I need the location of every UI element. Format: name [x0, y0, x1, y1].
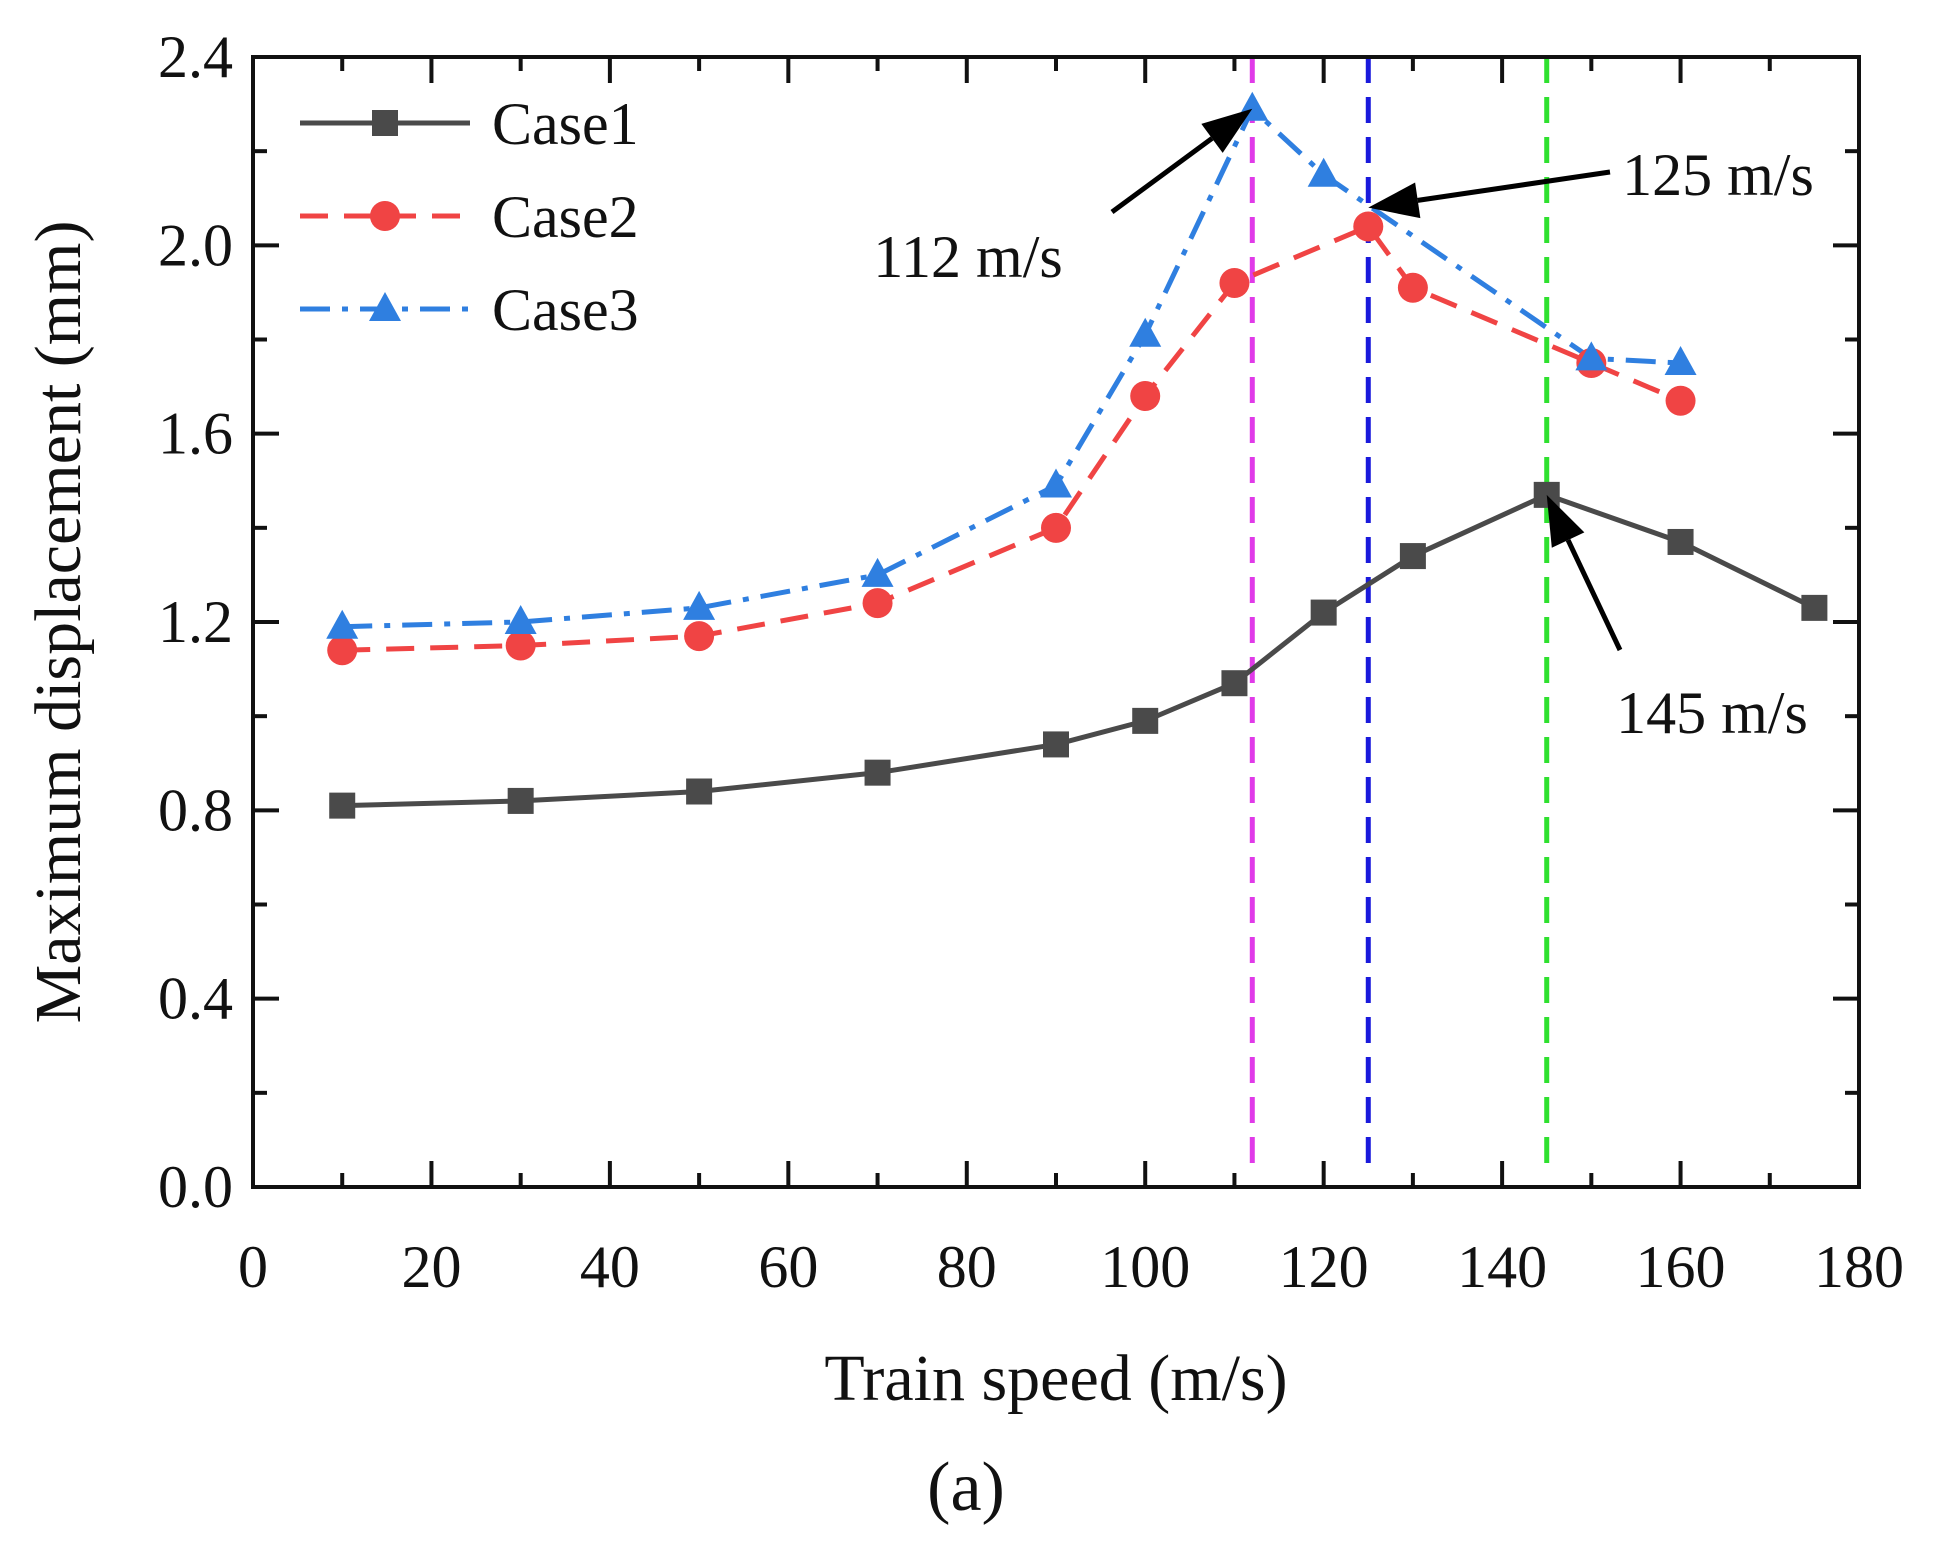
data-point-case2 — [1665, 385, 1696, 416]
legend-marker-case3 — [369, 292, 401, 321]
x-tick-label: 140 — [1457, 1234, 1547, 1300]
data-point-case3 — [1307, 157, 1340, 187]
data-point-case1 — [1043, 731, 1069, 758]
data-point-case2 — [1353, 211, 1384, 242]
x-axis-title: Train speed (m/s) — [824, 1342, 1287, 1415]
x-tick-label: 100 — [1100, 1234, 1190, 1300]
legend-label-case2: Case2 — [492, 184, 639, 250]
annotation-arrowhead — [1201, 108, 1253, 153]
data-point-case2 — [862, 588, 893, 619]
x-tick-label: 0 — [238, 1234, 268, 1300]
annotation-arrowhead — [1546, 494, 1585, 548]
data-point-case3 — [1040, 468, 1072, 498]
x-tick-label: 80 — [937, 1234, 997, 1300]
data-point-case2 — [327, 635, 358, 666]
annotation-arrow-line — [1417, 169, 1611, 203]
data-point-case3 — [683, 590, 716, 620]
data-point-case1 — [1399, 543, 1426, 570]
data-point-case2 — [684, 621, 715, 652]
data-point-case3 — [1664, 346, 1697, 376]
series-line-case1 — [342, 492, 1816, 809]
y-tick-label: 0.0 — [158, 1154, 233, 1220]
legend-label-case1: Case1 — [492, 91, 639, 157]
legend-label-case3: Case3 — [492, 277, 639, 343]
x-tick-label: 40 — [580, 1234, 640, 1300]
legend-marker-case1 — [372, 110, 398, 136]
data-point-case1 — [864, 759, 891, 786]
legend-marker-case2 — [370, 201, 400, 231]
data-point-case1 — [1221, 670, 1248, 697]
data-point-case2 — [505, 630, 536, 661]
data-point-case1 — [1667, 528, 1694, 555]
data-point-case1 — [507, 787, 534, 814]
x-tick-label: 160 — [1636, 1234, 1726, 1300]
panel-label: (a) — [927, 1449, 1005, 1526]
y-tick-label: 1.6 — [158, 401, 233, 467]
data-point-case1 — [329, 792, 356, 819]
series-markers — [326, 91, 1828, 819]
x-tick-label: 60 — [758, 1234, 818, 1300]
x-tick-label: 20 — [401, 1234, 461, 1300]
annotation-arrowhead — [1368, 182, 1421, 219]
annotation-label: 145 m/s — [1616, 680, 1808, 746]
x-tick-label: 120 — [1279, 1234, 1369, 1300]
data-point-case2 — [1397, 272, 1428, 303]
annotation-arrow-line — [1565, 539, 1623, 652]
annotation-label: 112 m/s — [873, 224, 1062, 290]
y-tick-label: 2.4 — [158, 24, 233, 90]
legend: Case1 Case2 Case3 — [300, 91, 639, 343]
data-point-case3 — [326, 609, 359, 639]
data-point-case3 — [861, 557, 894, 587]
x-tick-label: 180 — [1814, 1234, 1904, 1300]
y-tick-label: 0.8 — [158, 777, 233, 843]
data-point-case3 — [1575, 341, 1608, 371]
data-point-case2 — [1041, 512, 1071, 543]
reference-lines — [1249, 57, 1550, 1163]
y-tick-label: 1.2 — [158, 589, 233, 655]
data-point-case1 — [1310, 599, 1337, 626]
data-point-case1 — [686, 778, 713, 805]
data-point-case1 — [1132, 707, 1159, 734]
data-point-case2 — [1219, 268, 1250, 298]
data-point-case2 — [1130, 381, 1161, 411]
y-tick-label: 2.0 — [158, 212, 233, 278]
annotation-label: 125 m/s — [1622, 142, 1814, 208]
series-line-case3 — [342, 106, 1681, 630]
axis-ticks: 0 20 40 60 80 100 120 140 160 180 0.0 0.4 0.8 1.2 1.6 2… — [158, 24, 1904, 1300]
y-axis-title: Maximum displacement (mm) — [22, 221, 95, 1024]
data-point-case3 — [1129, 317, 1162, 347]
data-point-case3 — [504, 605, 537, 634]
annotation-arrow-line — [1110, 136, 1214, 215]
y-tick-label: 0.4 — [158, 966, 233, 1032]
annotations: 112 m/s 125 m/s 145 m/s — [873, 108, 1814, 746]
data-point-case1 — [1801, 594, 1828, 621]
